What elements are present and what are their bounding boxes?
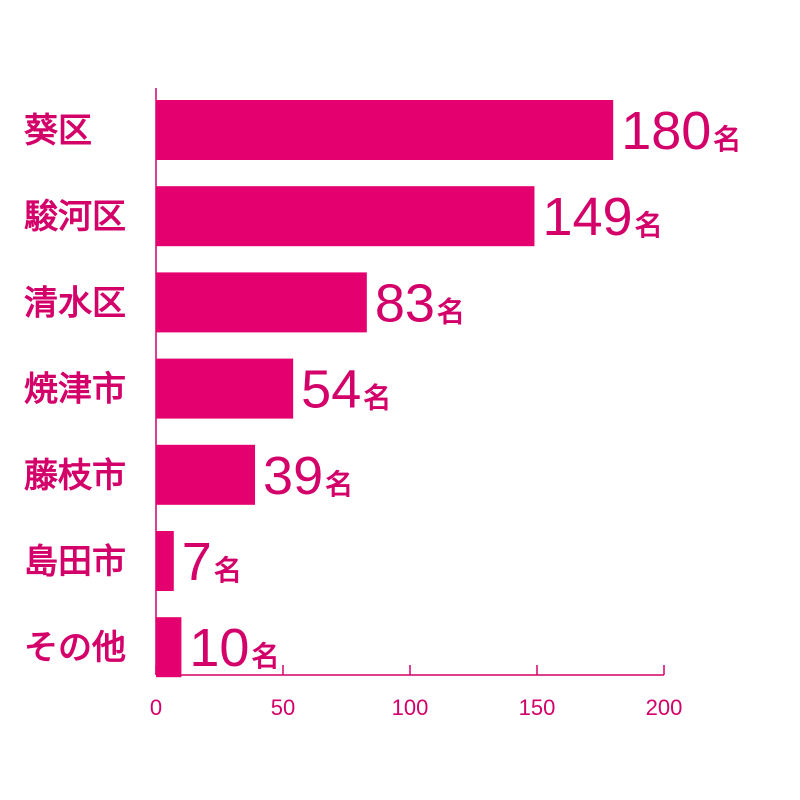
category-label: 駿河区 [24,197,126,237]
value-number: 7 [182,532,212,592]
category-label: 葵区 [24,111,92,151]
bar [156,100,614,160]
category-label: 焼津市 [24,370,126,410]
bar [156,186,535,247]
bar [156,272,367,333]
value-label: 54名 [301,360,391,420]
value-label: 39名 [263,446,353,506]
x-tick-label: 0 [150,695,162,720]
value-label: 180名 [621,101,741,161]
bar [156,617,182,678]
category-label: 清水区 [24,283,126,323]
value-label: 149名 [542,187,662,247]
bar [156,444,256,505]
category-label: 藤枝市 [24,456,126,496]
value-number: 39 [263,446,323,506]
value-number: 180 [621,101,711,161]
value-label: 10名 [189,618,279,678]
bar [156,531,174,591]
value-unit: 名 [363,382,391,415]
category-label: その他 [24,628,126,668]
x-tick-label: 50 [271,695,295,720]
value-number: 54 [301,360,361,420]
bar [156,358,294,419]
value-label: 7名 [182,532,242,592]
value-number: 10 [189,618,249,678]
value-unit: 名 [713,123,741,156]
value-unit: 名 [251,640,279,673]
x-tick-label: 100 [392,695,429,720]
value-number: 149 [542,187,632,247]
x-tick-label: 200 [646,695,683,720]
x-tick-label: 150 [519,695,556,720]
value-number: 83 [375,273,435,333]
value-label: 83名 [375,273,465,333]
value-unit: 名 [214,554,242,587]
value-unit: 名 [325,468,353,501]
category-label: 島田市 [24,542,126,582]
value-unit: 名 [437,295,465,328]
value-unit: 名 [635,209,663,242]
